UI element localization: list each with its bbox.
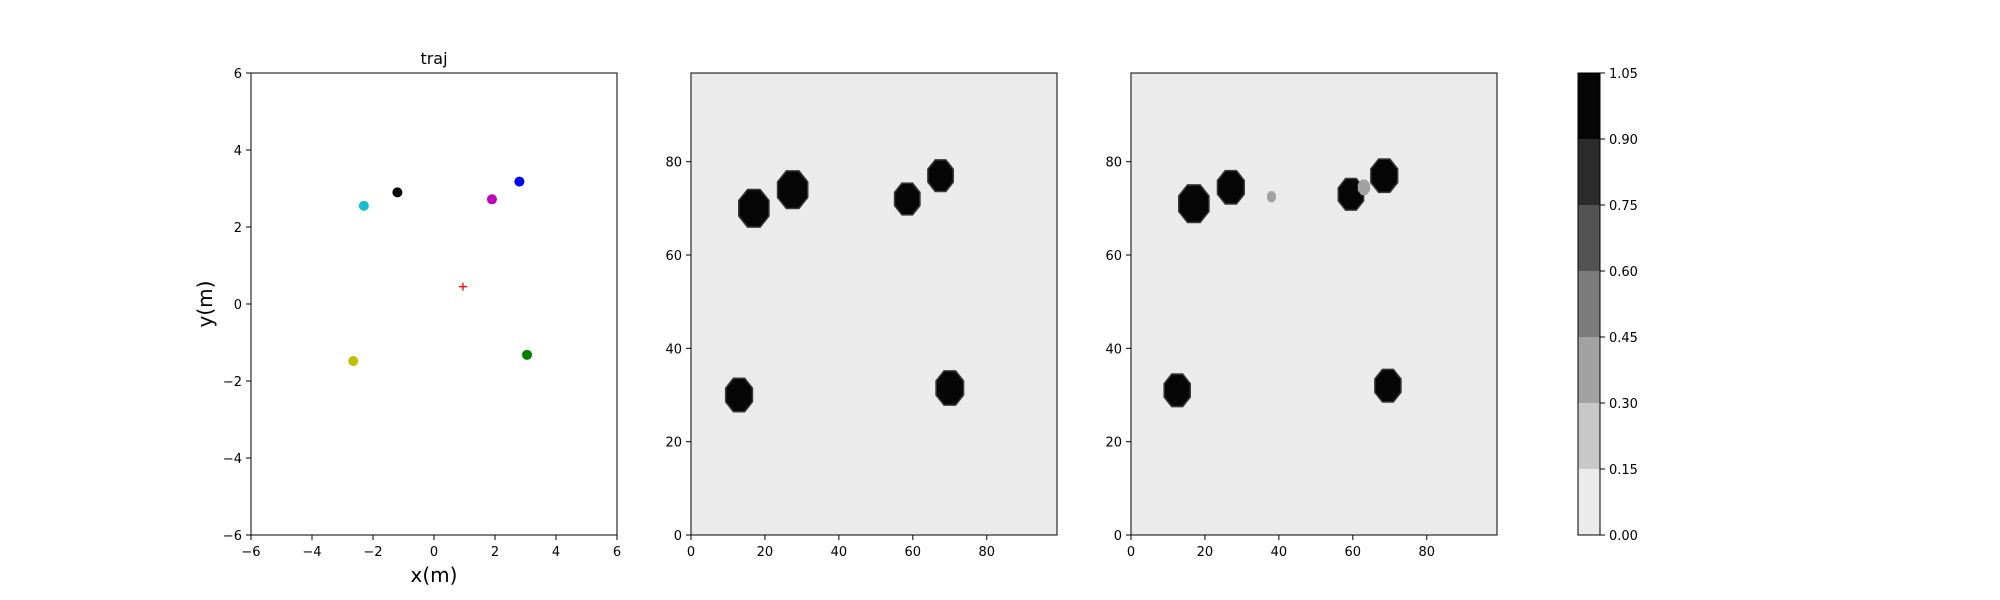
heatmap-panel-2: 0 20 40 60 80 0 20 40 60 80 bbox=[1105, 72, 1498, 560]
obstacle-blob bbox=[1371, 159, 1397, 192]
heatmap2-x-tick-label: 0 bbox=[1127, 545, 1135, 560]
heatmap1-ticks: 0 20 40 60 80 0 20 40 60 80 bbox=[665, 156, 995, 560]
heatmap2-frame bbox=[1130, 72, 1498, 536]
traj-x-tick-label: 0 bbox=[430, 545, 438, 560]
heatmap1-y-tick-label: 0 bbox=[674, 529, 682, 544]
traj-y-axis-label: y(m) bbox=[193, 281, 217, 328]
colorbar-segment bbox=[1578, 469, 1600, 535]
scatter-point bbox=[486, 194, 497, 205]
obstacle-blob bbox=[1339, 179, 1363, 210]
obstacle-blob bbox=[895, 183, 920, 215]
scatter-point bbox=[522, 349, 533, 360]
obstacle-blob bbox=[928, 160, 953, 191]
colorbar-segment bbox=[1578, 403, 1600, 469]
heatmap1-x-tick-label: 40 bbox=[831, 545, 848, 560]
heatmap1-background bbox=[691, 73, 1057, 535]
heatmap2-background bbox=[1131, 73, 1497, 535]
colorbar-ticks: 0.00 0.15 0.30 0.45 0.60 0.75 0.90 1.05 bbox=[1600, 67, 1638, 544]
colorbar-segment bbox=[1578, 337, 1600, 403]
heatmap1-y-tick-label: 60 bbox=[665, 249, 682, 264]
traj-plot-area bbox=[250, 72, 618, 536]
heatmap1-frame bbox=[690, 72, 1058, 536]
scatter-point bbox=[392, 187, 403, 198]
obstacle-blob bbox=[1267, 191, 1276, 203]
traj-x-tick-label: −2 bbox=[363, 545, 382, 560]
obstacle-blob bbox=[1179, 185, 1209, 222]
traj-y-tick-label: −6 bbox=[223, 529, 242, 544]
traj-y-tick-label: 2 bbox=[234, 221, 242, 236]
traj-y-tick-label: 4 bbox=[234, 144, 242, 159]
traj-x-tick-label: 6 bbox=[613, 545, 621, 560]
heatmap2-x-tick-label: 20 bbox=[1197, 545, 1214, 560]
obstacle-blob bbox=[1218, 171, 1244, 204]
heatmap2-y-tick-label: 80 bbox=[1105, 156, 1122, 171]
heatmap2-x-tick-label: 60 bbox=[1345, 545, 1362, 560]
traj-y-tick-label: 0 bbox=[234, 298, 242, 313]
heatmap2-y-tick-label: 40 bbox=[1105, 342, 1122, 357]
colorbar-tick-label: 0.60 bbox=[1609, 265, 1638, 280]
colorbar-segments bbox=[1578, 73, 1600, 535]
traj-points bbox=[348, 176, 533, 366]
colorbar-tick-label: 0.15 bbox=[1609, 463, 1638, 478]
traj-y-tick-label: 6 bbox=[234, 67, 242, 82]
heatmap1-x-tick-label: 80 bbox=[978, 545, 995, 560]
colorbar-segment bbox=[1578, 139, 1600, 205]
center-plus-marker bbox=[458, 282, 467, 291]
colorbar-frame bbox=[1577, 72, 1601, 536]
colorbar-tick-label: 0.45 bbox=[1609, 331, 1638, 346]
heatmap2-y-tick-label: 60 bbox=[1105, 249, 1122, 264]
obstacle-blob bbox=[726, 379, 752, 411]
obstacle-blob bbox=[1357, 179, 1371, 196]
colorbar: 0.00 0.15 0.30 0.45 0.60 0.75 0.90 1.05 bbox=[1577, 67, 1638, 544]
scatter-point bbox=[348, 355, 359, 366]
colorbar-tick-label: 0.00 bbox=[1609, 529, 1638, 544]
scatter-point bbox=[358, 200, 369, 211]
obstacle-blob bbox=[936, 371, 963, 405]
colorbar-tick-label: 0.30 bbox=[1609, 397, 1638, 412]
traj-y-tick-label: −2 bbox=[223, 375, 242, 390]
traj-panel: traj −6 −4 −2 0 2 4 6 −6 −4 −2 0 2 4 6 x(m) y(m) bbox=[193, 49, 621, 587]
traj-x-tick-label: 4 bbox=[552, 545, 560, 560]
heatmap2-y-tick-label: 20 bbox=[1105, 436, 1122, 451]
colorbar-segment bbox=[1578, 205, 1600, 271]
scatter-point bbox=[514, 176, 525, 187]
colorbar-tick-label: 0.90 bbox=[1609, 133, 1638, 148]
heatmap2-ticks: 0 20 40 60 80 0 20 40 60 80 bbox=[1105, 156, 1435, 560]
heatmap1-x-tick-label: 20 bbox=[757, 545, 774, 560]
obstacle-blob bbox=[739, 190, 769, 227]
heatmap-panel-1: 0 20 40 60 80 0 20 40 60 80 bbox=[665, 72, 1058, 560]
obstacle-blob bbox=[1164, 374, 1190, 406]
traj-y-tick-label: −4 bbox=[223, 452, 242, 467]
heatmap1-y-tick-label: 80 bbox=[665, 156, 682, 171]
heatmap1-y-tick-label: 40 bbox=[665, 342, 682, 357]
traj-x-tick-label: −6 bbox=[241, 545, 260, 560]
heatmap1-x-tick-label: 60 bbox=[905, 545, 922, 560]
colorbar-segment bbox=[1578, 73, 1600, 139]
colorbar-segment bbox=[1578, 271, 1600, 337]
heatmap2-x-tick-label: 80 bbox=[1418, 545, 1435, 560]
traj-title: traj bbox=[420, 49, 447, 68]
heatmap2-blobs bbox=[1163, 158, 1402, 408]
heatmap1-y-tick-label: 20 bbox=[665, 436, 682, 451]
traj-ticks: −6 −4 −2 0 2 4 6 −6 −4 −2 0 2 4 6 bbox=[223, 67, 621, 560]
colorbar-tick-label: 0.75 bbox=[1609, 199, 1638, 214]
colorbar-tick-label: 1.05 bbox=[1609, 67, 1638, 82]
heatmap2-x-tick-label: 40 bbox=[1271, 545, 1288, 560]
traj-x-tick-label: 2 bbox=[491, 545, 499, 560]
heatmap1-x-tick-label: 0 bbox=[687, 545, 695, 560]
traj-x-tick-label: −4 bbox=[302, 545, 321, 560]
traj-x-axis-label: x(m) bbox=[411, 563, 458, 587]
heatmap2-y-tick-label: 0 bbox=[1114, 529, 1122, 544]
obstacle-blob bbox=[778, 171, 807, 208]
heatmap1-blobs bbox=[724, 159, 965, 413]
obstacle-blob bbox=[1375, 370, 1401, 402]
